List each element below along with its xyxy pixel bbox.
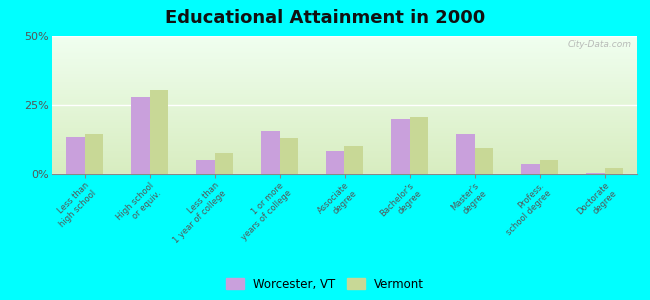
Bar: [344, 146, 363, 174]
Bar: [261, 131, 280, 174]
Bar: [131, 97, 150, 174]
Legend: Worcester, VT, Vermont: Worcester, VT, Vermont: [222, 274, 428, 294]
Bar: [84, 134, 103, 174]
Bar: [521, 164, 540, 174]
Bar: [196, 160, 214, 174]
Bar: [410, 117, 428, 174]
Bar: [456, 134, 474, 174]
Bar: [474, 148, 493, 174]
Bar: [540, 160, 558, 174]
Bar: [66, 137, 84, 174]
Bar: [586, 173, 605, 174]
Bar: [391, 119, 410, 174]
Bar: [604, 169, 623, 174]
Text: City-Data.com: City-Data.com: [567, 40, 631, 49]
Text: Educational Attainment in 2000: Educational Attainment in 2000: [165, 9, 485, 27]
Bar: [214, 153, 233, 174]
Bar: [280, 138, 298, 174]
Bar: [150, 90, 168, 174]
Bar: [326, 151, 344, 174]
